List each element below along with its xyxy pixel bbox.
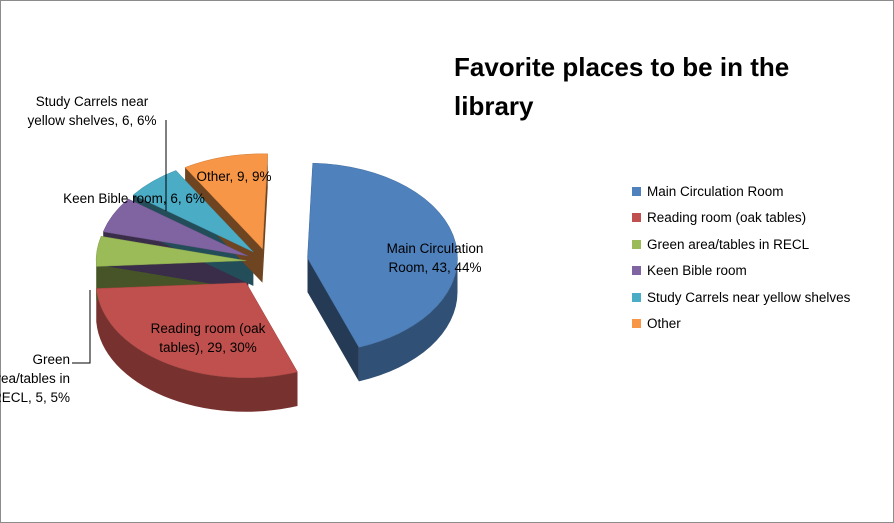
leader-line [72,290,91,364]
pie-slice-wall [262,153,268,283]
legend-item: Other [632,311,850,338]
pie-slices [95,153,458,378]
legend-label: Green area/tables in RECL [647,236,810,252]
pie-slice-keen-bible-room [102,198,249,257]
legend-item: Keen Bible room [632,258,850,285]
data-label-line: yellow shelves, 6, 6% [27,113,156,128]
legend-swatch [632,319,641,329]
pie-slice-other [184,153,268,250]
pie-slice-study-carrels-near-yellow-shelves [132,170,254,253]
pie-slice-green-area-tables-in-recl [95,236,247,267]
legend-item: Green area/tables in RECL [632,231,850,258]
legend-swatch [632,266,641,276]
data-label: Reading room (oak tables), 29, 30% [151,321,266,355]
pie-slice-wall [307,258,359,382]
data-label: Main Circulation Room, 43, 44% [387,241,484,275]
legend-swatch [632,186,641,196]
data-labels: Main Circulation Room, 43, 44% Reading roo… [0,94,483,405]
data-label-line: Green [32,352,70,367]
data-label-line: tables), 29, 30% [159,340,257,355]
data-label-line: area/tables in [0,371,70,386]
data-label-line: Reading room (oak [151,321,266,336]
data-label: Keen Bible room, 6, 6% [63,191,205,206]
pie-slice-rim [96,288,298,412]
data-label-line: Keen Bible room, 6, 6% [63,191,205,206]
legend-swatch [632,213,641,223]
data-label: Other, 9, 9% [196,169,271,184]
data-label-line: Other, 9, 9% [196,169,271,184]
legend-item: Main Circulation Room [632,178,850,205]
legend-swatch [632,292,641,302]
legend-label: Reading room (oak tables) [647,210,807,226]
legend-item: Reading room (oak tables) [632,205,850,232]
data-label-line: Room, 43, 44% [388,260,481,275]
pie-slice-reading-room-oak-tables [96,282,298,378]
chart-title: Favorite places to be in the library [454,52,790,121]
pie-slice-rim [358,258,458,382]
data-label-line: Study Carrels near [36,94,149,109]
pie-slice-main-circulation-room [307,162,458,348]
data-label-line: Main Circulation [387,241,484,256]
legend: Main Circulation Room Reading room (oak t… [632,178,850,337]
legend-label: Study Carrels near yellow shelves [647,289,851,305]
legend-swatch [632,239,641,249]
legend-label: Other [647,316,681,332]
legend-label: Main Circulation Room [647,183,784,199]
data-label: Green area/tables in RECL, 5, 5% [0,352,70,405]
legend-label: Keen Bible room [647,263,747,279]
data-label: Study Carrels near yellow shelves, 6, 6% [27,94,156,128]
leader-lines [72,120,167,364]
data-label-line: RECL, 5, 5% [0,390,70,405]
legend-item: Study Carrels near yellow shelves [632,284,850,311]
